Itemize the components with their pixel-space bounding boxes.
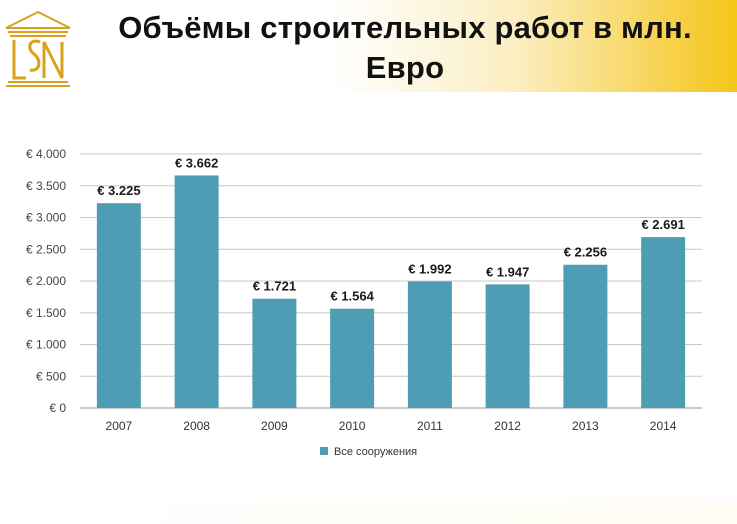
bar-2011 bbox=[407, 281, 452, 408]
y-tick-label: € 500 bbox=[36, 369, 66, 383]
x-tick-label-2007: 2007 bbox=[106, 419, 133, 433]
bar-2014 bbox=[641, 237, 686, 408]
y-tick-label: € 4.000 bbox=[26, 147, 66, 161]
bar-2007 bbox=[96, 203, 141, 408]
bar-2013 bbox=[563, 264, 608, 408]
y-tick-label: € 3.500 bbox=[26, 179, 66, 193]
data-label-2014: € 2.691 bbox=[641, 217, 684, 232]
x-axis-tick-labels: 2007 2008 2009 2010 2011 2012 2013 2014 bbox=[106, 419, 677, 433]
bar-2008 bbox=[174, 175, 219, 408]
data-label-2008: € 3.662 bbox=[175, 155, 218, 170]
x-tick-label-2010: 2010 bbox=[339, 419, 366, 433]
legend-label: Все сооружения bbox=[334, 446, 417, 458]
data-label-2009: € 1.721 bbox=[253, 279, 296, 294]
data-label-2010: € 1.564 bbox=[330, 289, 374, 304]
data-label-2013: € 2.256 bbox=[564, 245, 607, 260]
y-axis-tick-labels: € 0 € 500 € 1.000 € 1.500 € 2.000 € 2.500 € 3.… bbox=[26, 147, 66, 415]
legend-swatch bbox=[320, 447, 328, 455]
y-tick-label: € 0 bbox=[49, 401, 66, 415]
x-tick-label-2008: 2008 bbox=[183, 419, 210, 433]
footer-band bbox=[0, 500, 737, 524]
y-tick-label: € 2.500 bbox=[26, 242, 66, 256]
chart-data-labels: € 3.225 € 3.662 € 1.721 € 1.564 € 1.992 € 1.9… bbox=[97, 155, 685, 303]
y-tick-label: € 3.000 bbox=[26, 211, 66, 225]
y-tick-label: € 1.500 bbox=[26, 306, 66, 320]
bar-2012 bbox=[485, 284, 530, 408]
x-tick-label-2009: 2009 bbox=[261, 419, 288, 433]
lsn-logo-icon bbox=[5, 10, 71, 87]
x-tick-label-2013: 2013 bbox=[572, 419, 599, 433]
x-tick-label-2011: 2011 bbox=[417, 419, 443, 433]
y-tick-label: € 1.000 bbox=[26, 338, 66, 352]
data-label-2011: € 1.992 bbox=[408, 262, 451, 277]
header-band bbox=[0, 0, 737, 92]
chart-gridlines bbox=[80, 153, 702, 409]
slide-title: Объёмы строительных работ в млн. Евро bbox=[118, 10, 692, 85]
bar-2010 bbox=[330, 308, 375, 408]
x-tick-label-2014: 2014 bbox=[650, 419, 677, 433]
data-label-2007: € 3.225 bbox=[97, 183, 140, 198]
x-tick-label-2012: 2012 bbox=[494, 419, 521, 433]
y-tick-label: € 2.000 bbox=[26, 274, 66, 288]
chart-bars bbox=[96, 175, 686, 408]
chart-legend: Все сооружения bbox=[320, 446, 417, 458]
bar-2009 bbox=[252, 298, 297, 408]
data-label-2012: € 1.947 bbox=[486, 264, 529, 279]
